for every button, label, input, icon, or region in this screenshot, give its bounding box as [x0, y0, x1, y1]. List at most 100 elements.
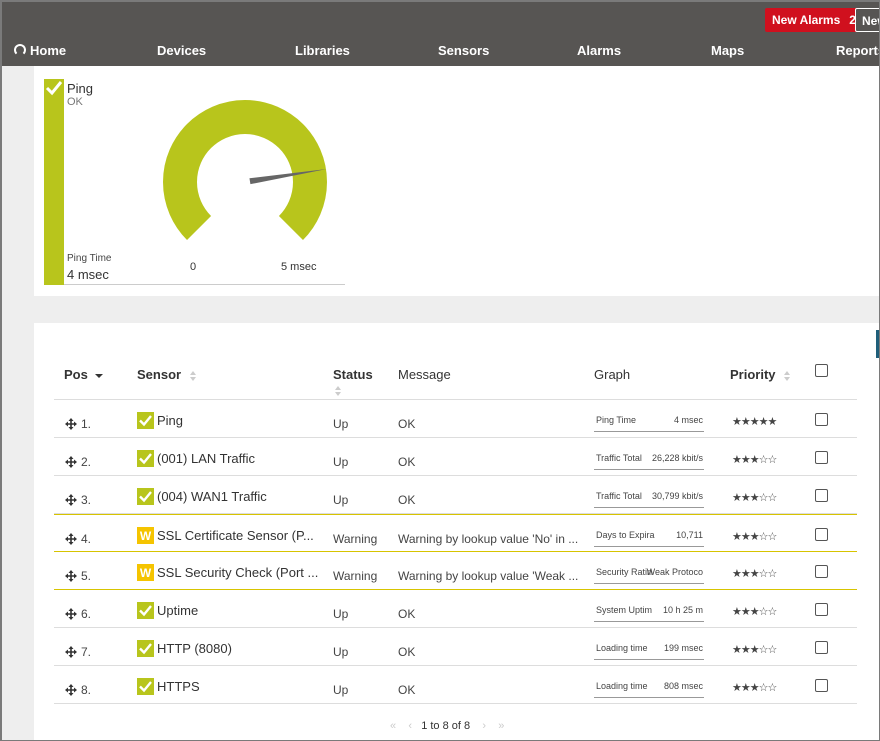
table-row[interactable]: 4. W SSL Certificate Sensor (P... Warning Wa… — [54, 514, 857, 552]
check-icon — [45, 81, 63, 96]
new-alarms-button[interactable]: New Alarms 2 — [765, 8, 863, 32]
sensor-name-link[interactable]: HTTP (8080) — [157, 641, 232, 656]
drag-handle-icon[interactable] — [65, 646, 77, 658]
mini-graph[interactable]: System Uptim 10 h 25 m — [594, 598, 704, 622]
column-header-pos[interactable]: Pos — [64, 367, 104, 382]
gauge-sensor-name[interactable]: Ping — [67, 81, 94, 96]
drag-handle-icon[interactable] — [65, 533, 77, 545]
graph-channel-label: Days to Expira — [596, 530, 655, 540]
next-page-icon[interactable]: › — [482, 720, 487, 732]
priority-stars[interactable]: ★★★★★ — [732, 416, 777, 428]
gauge-arc — [163, 100, 327, 240]
table-row[interactable]: 6. Uptime Up OK System Uptim 10 h 25 m ★★★☆☆ — [54, 590, 857, 628]
up-status-icon — [137, 640, 154, 657]
mini-graph[interactable]: Loading time 808 msec — [594, 674, 704, 698]
nav-home[interactable]: Home — [30, 43, 67, 58]
drag-handle-icon[interactable] — [65, 418, 77, 430]
sensor-name-link[interactable]: SSL Certificate Sensor (P... — [157, 528, 314, 543]
drag-handle-icon[interactable] — [65, 456, 77, 468]
graph-channel-value: 10 h 25 m — [662, 605, 703, 615]
sort-desc-icon — [95, 373, 104, 378]
sensor-name-link[interactable]: Ping — [157, 413, 184, 428]
graph-channel-label: Loading time — [596, 643, 648, 653]
sensor-message: Warning by lookup value 'No' in ... — [398, 532, 579, 546]
top-navigation-bar — [0, 0, 880, 66]
gauge-needle — [249, 169, 327, 185]
sensor-name-link[interactable]: HTTPS — [157, 679, 200, 694]
priority-stars[interactable]: ★★★☆☆ — [732, 492, 777, 504]
select-all-checkbox[interactable] — [815, 364, 828, 377]
column-header-status[interactable]: Status — [333, 367, 373, 397]
row-checkbox[interactable] — [815, 603, 828, 616]
nav-alarms[interactable]: Alarms — [577, 43, 622, 58]
row-checkbox[interactable] — [815, 641, 828, 654]
column-header-sensor[interactable]: Sensor — [137, 367, 197, 382]
sensor-name-link[interactable]: SSL Security Check (Port ... — [157, 565, 319, 580]
graph-channel-label: System Uptim — [596, 605, 653, 615]
mini-graph[interactable]: Traffic Total 30,799 kbit/s — [594, 484, 704, 508]
sensor-name-link[interactable]: (004) WAN1 Traffic — [157, 489, 267, 504]
svg-text:W: W — [140, 529, 152, 543]
table-row[interactable]: 3. (004) WAN1 Traffic Up OK Traffic Total 30,… — [54, 476, 857, 514]
nav-reports[interactable]: Reports — [836, 43, 880, 58]
sensor-message: OK — [398, 645, 416, 659]
drag-handle-icon[interactable] — [65, 608, 77, 620]
sensor-status: Up — [333, 683, 349, 697]
mini-graph[interactable]: Security Ratin Weak Protoco — [594, 560, 704, 584]
graph-channel-value: 4 msec — [673, 415, 703, 425]
sort-icon — [784, 370, 791, 381]
priority-stars[interactable]: ★★★☆☆ — [732, 531, 777, 543]
new-button[interactable]: New — [855, 8, 880, 32]
status-color-bar — [44, 79, 64, 285]
graph-channel-label: Ping Time — [596, 415, 637, 425]
nav-maps[interactable]: Maps — [711, 43, 745, 58]
table-row[interactable]: 2. (001) LAN Traffic Up OK Traffic Total 26,2… — [54, 438, 857, 476]
sensor-message: OK — [398, 607, 416, 621]
table-row[interactable]: 7. HTTP (8080) Up OK Loading time 199 msec ★★★… — [54, 628, 857, 666]
row-position: 2. — [81, 455, 92, 469]
priority-stars[interactable]: ★★★☆☆ — [732, 682, 777, 694]
mini-graph[interactable]: Traffic Total 26,228 kbit/s — [594, 446, 704, 470]
priority-stars[interactable]: ★★★☆☆ — [732, 568, 777, 580]
table-row[interactable]: 5. W SSL Security Check (Port ... Warning Wa… — [54, 552, 857, 590]
sensor-message: Warning by lookup value 'Weak ... — [398, 569, 579, 583]
sensor-status: Up — [333, 493, 349, 507]
row-checkbox[interactable] — [815, 413, 828, 426]
table-row[interactable]: 1. Ping Up OK Ping Time 4 msec ★★★★★ — [54, 400, 857, 438]
home-icon — [14, 44, 26, 56]
sensor-name-link[interactable]: (001) LAN Traffic — [157, 451, 256, 466]
nav-devices[interactable]: Devices — [157, 43, 207, 58]
row-checkbox[interactable] — [815, 451, 828, 464]
table-row[interactable]: 8. HTTPS Up OK Loading time 808 msec ★★★☆☆ — [54, 666, 857, 704]
drag-handle-icon[interactable] — [65, 570, 77, 582]
graph-channel-label: Traffic Total — [596, 453, 642, 463]
row-position: 6. — [81, 607, 92, 621]
sensor-message: OK — [398, 683, 416, 697]
mini-graph[interactable]: Ping Time 4 msec — [594, 408, 704, 432]
drag-handle-icon[interactable] — [65, 494, 77, 506]
drag-handle-icon[interactable] — [65, 684, 77, 696]
mini-graph[interactable]: Loading time 199 msec — [594, 636, 704, 660]
row-checkbox[interactable] — [815, 528, 828, 541]
graph-channel-label: Traffic Total — [596, 491, 642, 501]
priority-stars[interactable]: ★★★☆☆ — [732, 606, 777, 618]
row-position: 4. — [81, 532, 92, 546]
svg-text:W: W — [140, 566, 152, 580]
column-header-priority[interactable]: Priority — [730, 367, 791, 382]
graph-channel-label: Loading time — [596, 681, 648, 691]
priority-stars[interactable]: ★★★☆☆ — [732, 644, 777, 656]
row-checkbox[interactable] — [815, 679, 828, 692]
gauge-dial — [163, 100, 327, 240]
last-page-icon[interactable]: » — [498, 720, 505, 732]
gauge-min-label: 0 — [190, 261, 197, 273]
sensor-name-link[interactable]: Uptime — [157, 603, 199, 618]
first-page-icon[interactable]: « — [390, 720, 397, 732]
gauge-max-label: 5 msec — [281, 261, 317, 273]
nav-sensors[interactable]: Sensors — [438, 43, 490, 58]
row-checkbox[interactable] — [815, 565, 828, 578]
mini-graph[interactable]: Days to Expira 10,711 — [594, 523, 704, 547]
row-checkbox[interactable] — [815, 489, 828, 502]
priority-stars[interactable]: ★★★☆☆ — [732, 454, 777, 466]
prev-page-icon[interactable]: ‹ — [408, 720, 413, 732]
nav-libraries[interactable]: Libraries — [295, 43, 350, 58]
